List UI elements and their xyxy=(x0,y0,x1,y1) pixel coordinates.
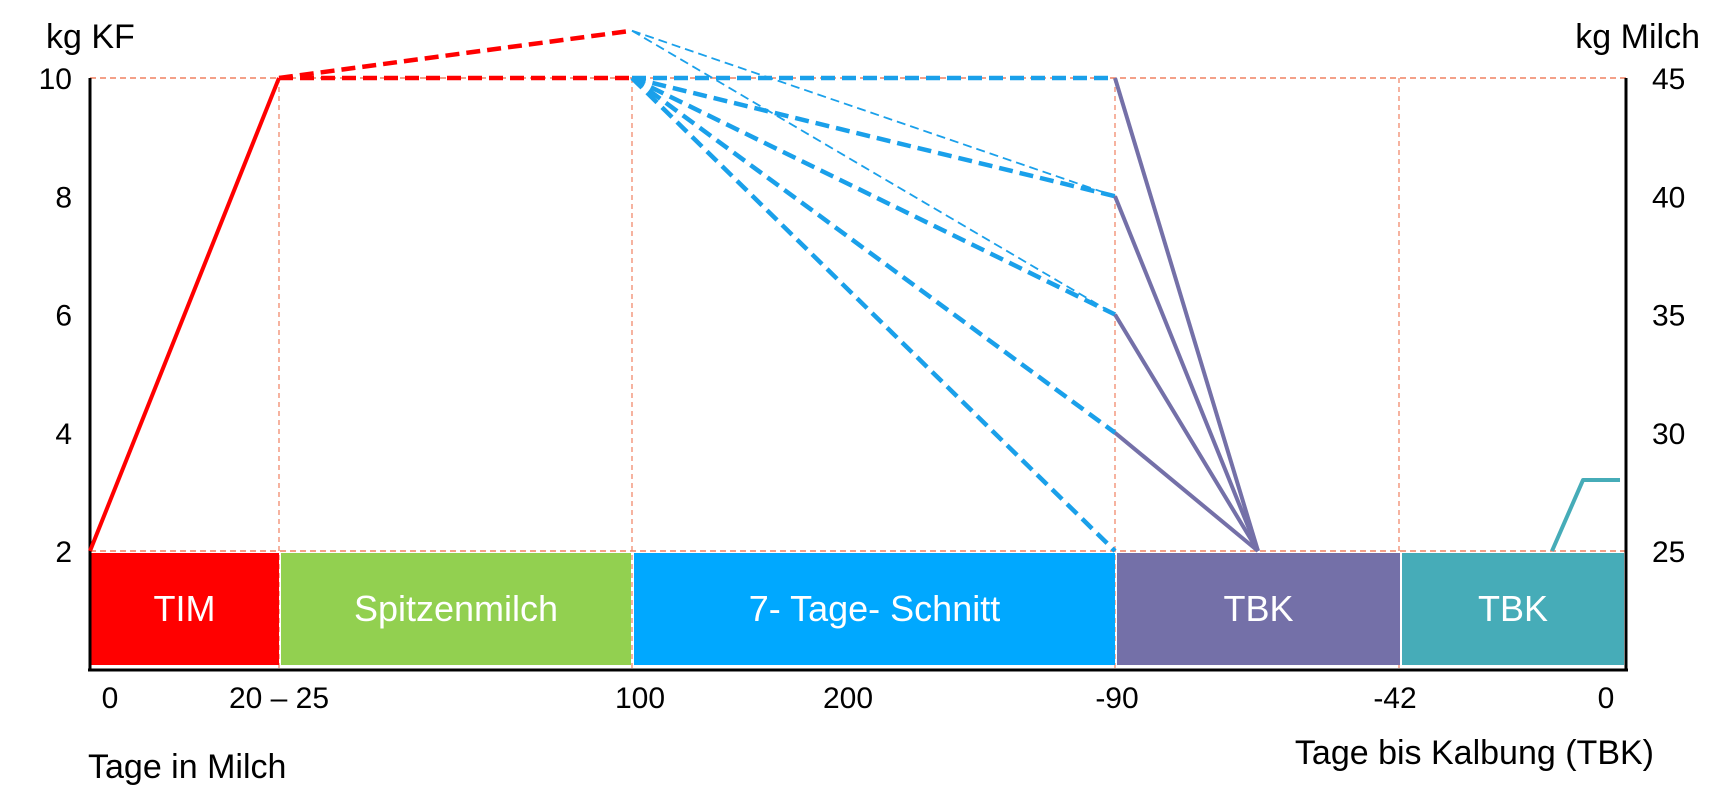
x-tick-label: 20 – 25 xyxy=(229,682,329,715)
x-tick-label: 0 xyxy=(102,682,119,715)
left-tick-label: 6 xyxy=(55,300,72,333)
series-line xyxy=(631,29,1116,198)
left-tick-label: 4 xyxy=(55,418,72,451)
right-tick-label: 40 xyxy=(1652,181,1685,214)
phase-label: TBK xyxy=(1478,588,1548,629)
data-series xyxy=(88,28,1620,553)
series-line xyxy=(1550,478,1620,552)
right-tick-label: 30 xyxy=(1652,418,1685,451)
phase-bar xyxy=(1117,553,1400,665)
x-axis-label-left: Tage in Milch xyxy=(88,748,286,786)
right-tick-label: 35 xyxy=(1652,300,1685,333)
x-tick-label: -90 xyxy=(1095,682,1138,715)
left-tick-label: 2 xyxy=(55,536,72,569)
phase-label: TBK xyxy=(1223,588,1293,629)
right-axis-label: kg Milch xyxy=(1575,18,1700,56)
series-line xyxy=(88,77,281,552)
phase-bar xyxy=(90,553,279,665)
x-axis-label-right: Tage bis Kalbung (TBK) xyxy=(1295,734,1654,772)
left-axis-label: kg KF xyxy=(46,18,135,56)
phase-label: Spitzenmilch xyxy=(354,588,558,629)
series-line xyxy=(630,76,1117,553)
phase-bar xyxy=(281,553,631,665)
right-tick-label: 45 xyxy=(1652,63,1685,96)
phase-label: TIM xyxy=(154,588,216,629)
phase-bars: TIM Spitzenmilch 7- Tage- Schnitt TBK TBK xyxy=(90,553,1624,665)
x-tick-label: 200 xyxy=(823,682,873,715)
series-line xyxy=(631,29,1116,316)
x-tick-label: -42 xyxy=(1373,682,1416,715)
phase-bar xyxy=(634,553,1115,665)
x-tick-label: 0 xyxy=(1598,682,1615,715)
series-line xyxy=(278,28,633,81)
right-tick-label: 25 xyxy=(1652,536,1685,569)
series-line xyxy=(631,75,1116,199)
series-line xyxy=(1113,77,1260,552)
left-tick-label: 10 xyxy=(39,63,72,96)
phase-bar xyxy=(1402,553,1624,665)
series-line xyxy=(1113,431,1260,553)
series-line xyxy=(630,76,1117,435)
x-tick-label: 100 xyxy=(615,682,665,715)
phase-label: 7- Tage- Schnitt xyxy=(749,588,1000,629)
left-tick-label: 8 xyxy=(55,181,72,214)
series-line xyxy=(1113,313,1260,553)
series-line xyxy=(1113,195,1260,552)
tick-labels: 10 8 6 4 2 45 40 35 30 25 0 20 – 25 100 200 -90 -42 0 xyxy=(39,63,1686,715)
series-line xyxy=(631,75,1116,317)
axes xyxy=(88,78,1628,672)
